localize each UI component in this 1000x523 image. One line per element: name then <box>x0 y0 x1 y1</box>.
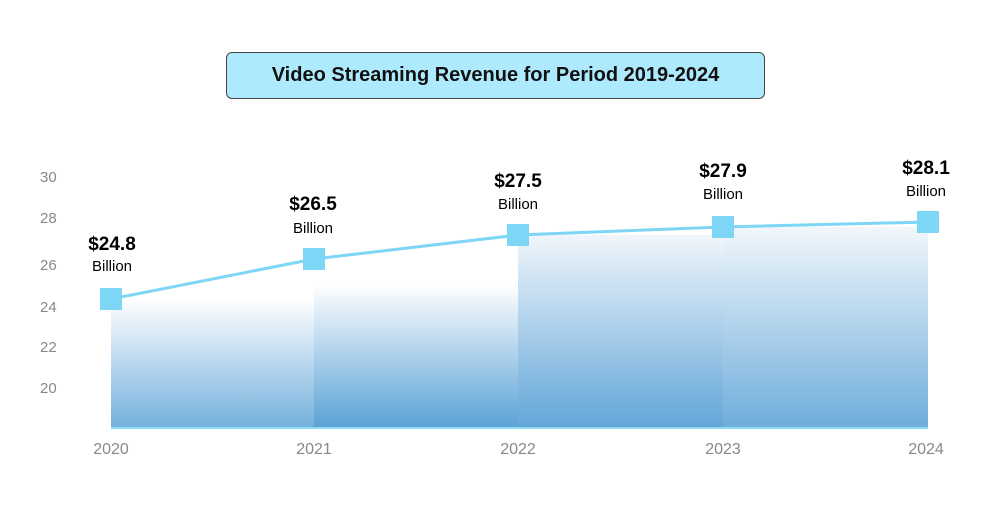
data-label-unit: Billion <box>906 183 946 200</box>
y-tick: 30 <box>40 169 57 186</box>
x-tick: 2020 <box>93 441 129 458</box>
y-tick: 26 <box>40 257 57 274</box>
chart-title-box: Video Streaming Revenue for Period 2019-… <box>226 52 765 99</box>
data-label-unit: Billion <box>92 258 132 275</box>
y-tick: 20 <box>40 380 57 397</box>
data-point-2021 <box>303 248 325 270</box>
x-tick: 2024 <box>908 441 944 458</box>
data-label-value: $27.5 <box>494 171 542 192</box>
data-point-2023 <box>712 216 734 238</box>
data-point-2024 <box>917 211 939 233</box>
y-tick: 22 <box>40 339 57 356</box>
data-label-unit: Billion <box>498 196 538 213</box>
x-tick: 2023 <box>705 441 741 458</box>
data-label-value: $26.5 <box>289 194 337 215</box>
area-fill <box>111 227 928 429</box>
data-label-value: $24.8 <box>88 234 136 255</box>
x-axis: 2020 2021 2022 2023 2024 <box>93 441 944 458</box>
x-tick: 2021 <box>296 441 332 458</box>
data-label-unit: Billion <box>293 220 333 237</box>
y-tick: 24 <box>40 299 57 316</box>
data-label-unit: Billion <box>703 186 743 203</box>
data-point-2020 <box>100 288 122 310</box>
markers <box>100 211 939 310</box>
data-label-value: $28.1 <box>902 158 950 179</box>
chart-title: Video Streaming Revenue for Period 2019-… <box>271 64 720 86</box>
y-axis: 30 28 26 24 22 20 <box>40 169 57 397</box>
data-label-value: $27.9 <box>699 161 747 182</box>
y-tick: 28 <box>40 210 57 227</box>
x-tick: 2022 <box>500 441 536 458</box>
data-labels: $24.8 Billion $26.5 Billion $27.5 Billio… <box>88 158 950 275</box>
data-point-2022 <box>507 224 529 246</box>
